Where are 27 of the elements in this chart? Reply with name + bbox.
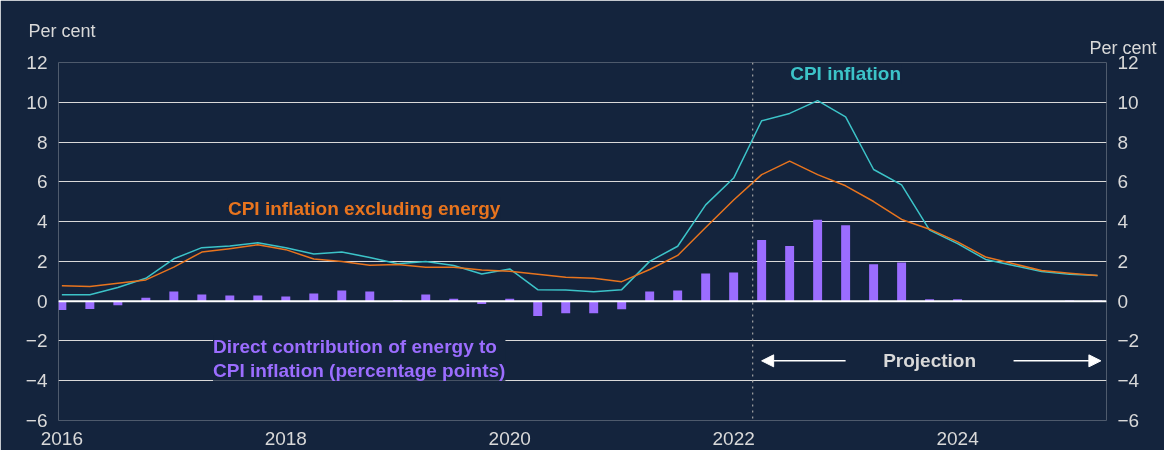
x-tick-label: 2022 xyxy=(712,427,755,449)
y-axis-title: Per cent xyxy=(28,20,96,41)
x-tick-label: 2024 xyxy=(936,427,980,449)
y-tick-label: 10 xyxy=(26,91,48,113)
y2-tick-label: 0 xyxy=(1117,290,1129,312)
y2-tick-label: −2 xyxy=(1117,330,1140,352)
y2-tick-label: 8 xyxy=(1117,131,1129,153)
y2-tick-label: −6 xyxy=(1117,410,1140,431)
series-label: CPI inflation xyxy=(790,63,902,85)
x-tick-label: 2020 xyxy=(488,427,531,449)
y-tick-label: 4 xyxy=(36,211,48,233)
y-tick-label: 8 xyxy=(36,131,48,153)
y2-tick-label: 6 xyxy=(1117,171,1129,193)
y2-tick-label: −4 xyxy=(1117,370,1140,392)
y2-tick-label: 2 xyxy=(1117,250,1129,272)
y-tick-label: 0 xyxy=(36,290,48,312)
y2-tick-label: 4 xyxy=(1117,211,1129,233)
y-tick-label: −2 xyxy=(25,330,48,352)
y-tick-label: 2 xyxy=(36,250,48,272)
y-tick-label: −4 xyxy=(25,370,48,392)
series-label: CPI inflation excluding energy xyxy=(227,197,501,219)
y-tick-label: 12 xyxy=(26,52,48,73)
series-label: Direct contribution of energy to CPI inflation (percentage points) xyxy=(213,335,506,381)
x-tick-label: 2018 xyxy=(264,427,307,449)
y2-tick-label: 10 xyxy=(1117,91,1139,113)
annotation: Projection xyxy=(883,350,977,372)
y-tick-label: 6 xyxy=(36,171,48,193)
